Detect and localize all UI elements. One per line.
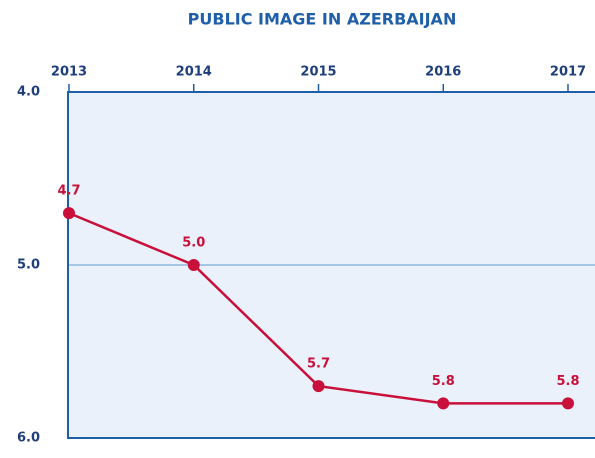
x-tick-label: 2016: [425, 65, 461, 80]
data-point: [562, 397, 574, 410]
data-label: 5.7: [307, 357, 330, 372]
data-label: 5.0: [182, 236, 205, 251]
x-tick-label: 2013: [51, 65, 87, 80]
x-tick-label: 2017: [550, 65, 586, 80]
x-tick-label: 2015: [300, 65, 336, 80]
x-tick-label: 2014: [176, 65, 212, 80]
data-point: [312, 380, 325, 393]
data-label: 5.8: [432, 374, 455, 389]
data-point: [63, 207, 75, 220]
chart-title: PUBLIC IMAGE IN AZERBAIJAN: [188, 10, 457, 29]
data-label: 5.8: [556, 374, 579, 389]
data-point: [187, 259, 200, 271]
data-point: [437, 397, 450, 410]
y-tick-label: 6.0: [17, 431, 40, 446]
data-label: 4.7: [57, 184, 80, 199]
y-tick-label: 4.0: [17, 85, 40, 100]
plot-frame: [67, 91, 595, 439]
y-tick-label: 5.0: [17, 258, 40, 273]
